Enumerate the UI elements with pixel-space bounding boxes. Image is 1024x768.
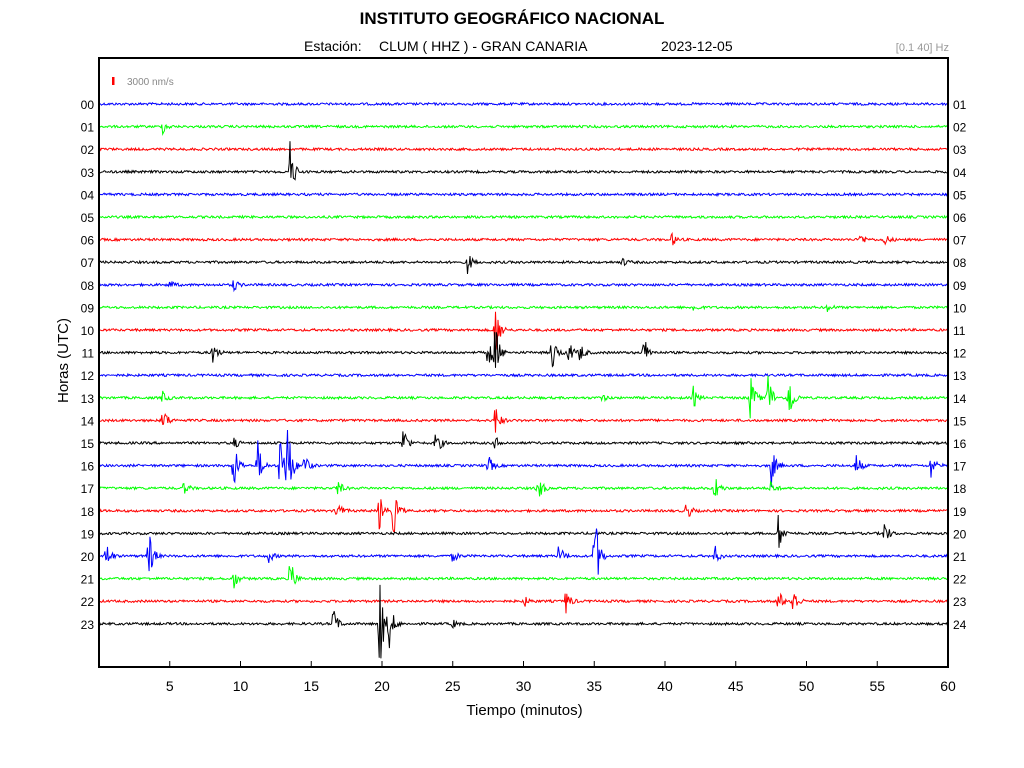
- trace-hour-10: [98, 311, 949, 350]
- hour-label-right: 16: [953, 437, 967, 451]
- hour-label-right: 11: [953, 324, 966, 338]
- record-date: 2023-12-05: [661, 38, 733, 54]
- hour-label-left: 07: [81, 256, 95, 270]
- hour-label-right: 05: [953, 188, 967, 202]
- trace-hour-11: [98, 332, 949, 368]
- x-tick-label: 25: [445, 678, 461, 694]
- trace-hour-02: [98, 146, 949, 152]
- hour-label-right: 04: [953, 166, 967, 180]
- filter-band: [0.1 40] Hz: [895, 42, 949, 54]
- hour-label-left: 11: [82, 347, 95, 361]
- hour-label-right: 15: [953, 414, 967, 428]
- x-tick-label: 20: [374, 678, 390, 694]
- hour-label-left: 21: [81, 573, 95, 587]
- hour-label-right: 07: [953, 234, 967, 248]
- trace-hour-19: [98, 514, 949, 548]
- x-tick-label: 35: [586, 678, 602, 694]
- scale-bar: [112, 77, 115, 85]
- trace-group: [98, 101, 949, 659]
- hour-label-right: 02: [953, 121, 967, 135]
- hour-label-right: 21: [953, 550, 967, 564]
- hour-label-right: 23: [953, 595, 967, 609]
- trace-hour-14: [98, 409, 949, 433]
- hour-label-right: 09: [953, 279, 967, 293]
- hour-label-left: 17: [81, 482, 95, 496]
- trace-hour-18: [98, 499, 949, 533]
- hour-label-left: 12: [81, 369, 95, 383]
- x-tick-label: 5: [166, 678, 174, 694]
- hour-label-left: 20: [81, 550, 95, 564]
- hour-label-right: 13: [953, 369, 967, 383]
- hour-label-left: 16: [81, 460, 95, 474]
- hour-label-left: 22: [81, 595, 95, 609]
- hour-label-right: 19: [953, 505, 967, 519]
- hour-label-right: 17: [953, 460, 967, 474]
- x-tick-label: 50: [799, 678, 815, 694]
- trace-hour-23: [98, 584, 949, 659]
- hour-label-right: 01: [953, 98, 967, 112]
- trace-hour-04: [98, 191, 949, 197]
- station-name: CLUM ( HHZ ) - GRAN CANARIA: [379, 38, 588, 54]
- x-tick-label: 55: [869, 678, 885, 694]
- hour-label-left: 01: [81, 121, 95, 135]
- trace-hour-20: [99, 528, 949, 575]
- hour-label-right: 03: [953, 143, 967, 157]
- trace-hour-06: [98, 231, 949, 246]
- hour-label-left: 03: [81, 166, 95, 180]
- x-tick-label: 45: [728, 678, 744, 694]
- hour-label-right: 14: [953, 392, 967, 406]
- trace-hour-05: [98, 214, 949, 220]
- hour-label-left: 02: [81, 143, 95, 157]
- trace-hour-17: [98, 479, 949, 497]
- hour-label-left: 18: [81, 505, 95, 519]
- hour-label-left: 15: [81, 437, 95, 451]
- x-tick-label: 40: [657, 678, 673, 694]
- trace-hour-21: [98, 565, 949, 589]
- trace-hour-00: [98, 101, 949, 107]
- trace-hour-03: [98, 141, 949, 181]
- hour-label-left: 19: [81, 527, 95, 541]
- page-title: INSTITUTO GEOGRÁFICO NACIONAL: [359, 9, 665, 28]
- hour-label-left: 00: [81, 98, 95, 112]
- x-tick-label: 10: [233, 678, 249, 694]
- hour-label-right: 08: [953, 256, 967, 270]
- trace-hour-15: [98, 431, 949, 450]
- hour-label-right: 24: [953, 618, 967, 632]
- x-tick-label: 15: [303, 678, 319, 694]
- hour-label-right: 12: [953, 347, 967, 361]
- hour-label-right: 22: [953, 573, 967, 587]
- hour-label-left: 08: [81, 279, 95, 293]
- trace-hour-01: [98, 123, 949, 136]
- hour-label-left: 14: [81, 414, 95, 428]
- x-tick-label: 30: [516, 678, 532, 694]
- x-axis-label: Tiempo (minutos): [466, 702, 582, 719]
- x-tick-label: 60: [940, 678, 956, 694]
- hour-label-right: 10: [953, 301, 967, 315]
- hour-label-right: 06: [953, 211, 967, 225]
- hour-label-left: 13: [81, 392, 95, 406]
- trace-hour-22: [98, 592, 949, 614]
- hour-label-left: 06: [81, 234, 95, 248]
- y-axis-label: Horas (UTC): [55, 318, 72, 403]
- station-label: Estación:: [304, 38, 362, 54]
- trace-hour-07: [98, 256, 949, 275]
- hour-label-left: 23: [81, 618, 95, 632]
- trace-hour-16: [98, 429, 949, 487]
- trace-hour-08: [98, 280, 949, 293]
- trace-hour-13: [98, 375, 949, 419]
- hour-label-right: 18: [953, 482, 967, 496]
- hour-label-left: 05: [81, 211, 95, 225]
- trace-hour-09: [98, 303, 949, 313]
- hour-label-left: 09: [81, 301, 95, 315]
- hour-label-left: 10: [81, 324, 95, 338]
- scale-label: 3000 nm/s: [127, 77, 174, 88]
- hour-label-right: 20: [953, 527, 967, 541]
- hour-label-left: 04: [81, 188, 95, 202]
- trace-hour-12: [98, 372, 949, 378]
